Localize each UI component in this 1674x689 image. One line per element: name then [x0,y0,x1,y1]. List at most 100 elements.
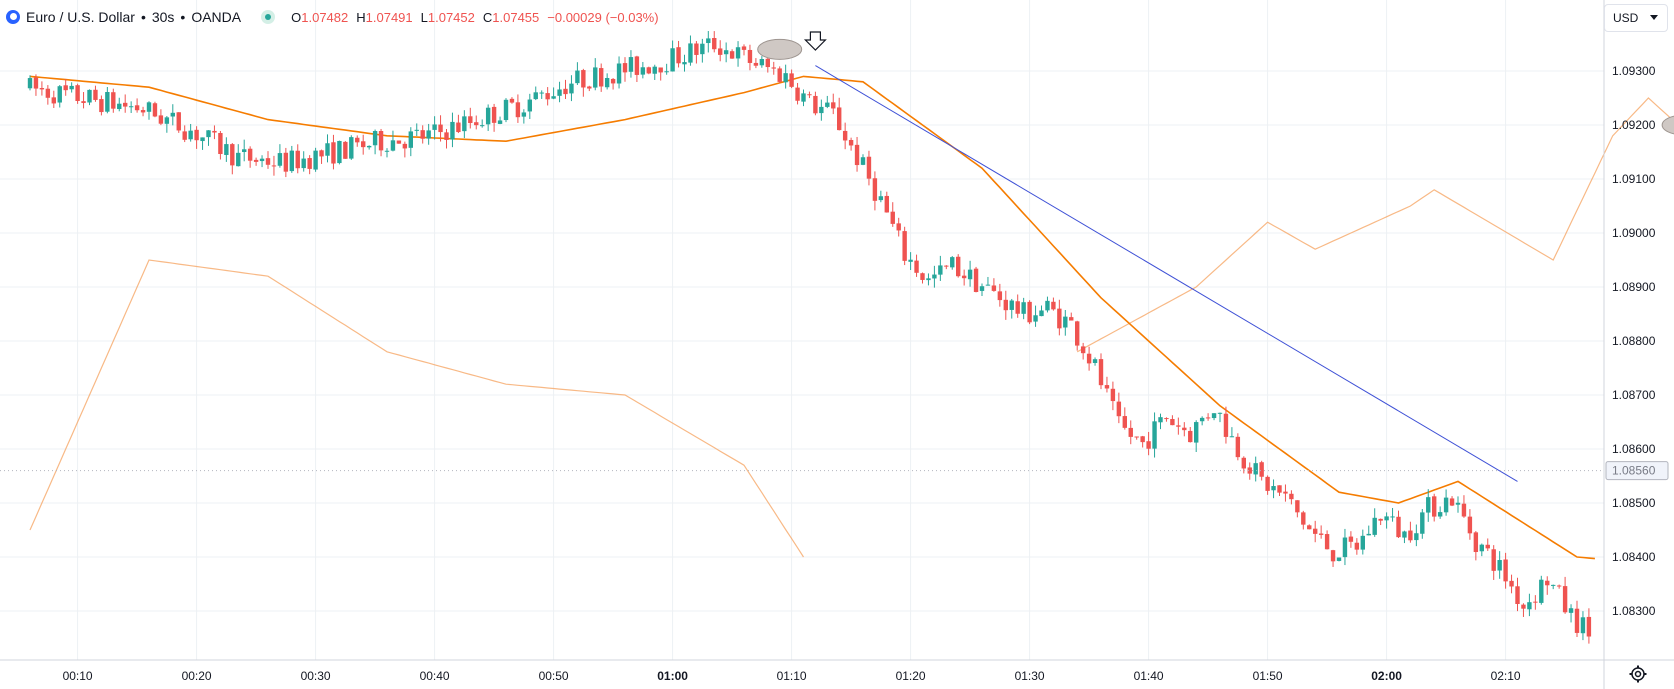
candle-body [1057,308,1062,329]
candle-body [1509,580,1514,587]
candle-body [1021,302,1026,314]
candle-body [390,140,396,151]
candle-body [420,130,425,139]
candle-body [503,99,509,121]
candle-body [1533,601,1538,603]
candle-body [622,63,628,73]
candle-body [1164,418,1169,420]
candle-body [926,278,931,281]
candle-body [1075,321,1080,346]
candle-body [801,93,806,102]
candle-body [521,112,527,117]
candle-body [1307,525,1312,530]
candle-body [200,137,205,142]
candle-body [646,67,651,74]
candle-body [27,78,33,89]
candle-body [1217,412,1223,414]
candle-body [670,48,675,72]
candle-body [1265,476,1270,491]
candle-body [587,86,592,89]
candle-body [396,140,402,144]
candle-body [1277,485,1282,493]
candle-body [69,85,74,90]
close-value: 1.07455 [492,9,540,25]
candle-body [1455,502,1461,505]
symbol-name[interactable]: Euro / U.S. Dollar [26,9,135,25]
candle-body [878,196,884,201]
candle-body [682,62,687,65]
price-tick-label: 1.08900 [1612,280,1656,294]
candle-body [93,89,98,100]
interval-label[interactable]: 30s [151,9,175,25]
overlay-ma-line [29,259,805,558]
eurusd-logo-icon [6,10,20,24]
candle-body [378,131,384,151]
annotations[interactable] [0,31,1674,482]
time-tick-label: 02:10 [1491,669,1521,683]
candle-body [1128,427,1133,437]
candle-body [1390,516,1395,518]
candle-body [1211,413,1217,419]
high-label: H [356,9,366,25]
currency-selector[interactable]: USD [1604,4,1668,32]
candle-body [1229,436,1235,438]
candle-body [831,102,836,109]
time-tick-label: 02:00 [1371,669,1402,683]
candle-body [789,73,794,87]
candle-body [706,38,711,44]
candle-body [497,120,503,124]
candle-body [366,145,372,148]
candle-body [616,63,622,84]
candle-body [253,159,259,162]
candle-body [438,124,443,133]
candle-body [1330,550,1336,562]
candle-body [1027,301,1032,323]
candle-body [1414,533,1419,541]
candle-body [384,150,390,152]
candle-body [961,275,967,279]
candle-body [813,95,818,114]
candle-body [1449,498,1455,506]
moving-average [29,75,1595,560]
candle-body [771,67,776,69]
candle-body [164,117,170,124]
price-tick-label: 1.09300 [1612,64,1656,78]
candle-body [1443,497,1449,513]
candle-body [295,150,300,169]
candle-body [1313,528,1318,534]
candle-body [997,291,1003,301]
candle-body [1354,542,1360,550]
candle-body [777,68,782,82]
candle-body [1432,496,1437,517]
candle-body [539,92,544,94]
market-open-icon [261,10,276,24]
candle-body [1104,385,1110,389]
candle-body [896,223,901,231]
candle-body [1402,531,1407,538]
grid-lines [0,0,1604,660]
candle-body [569,83,574,94]
gear-icon[interactable] [1628,664,1648,684]
candle-body [747,49,753,63]
time-tick-label: 01:30 [1015,669,1045,683]
candle-body [1140,436,1145,443]
candle-body [599,68,604,87]
candle-body [1241,457,1246,469]
candle-body [1134,436,1139,438]
candle-body [1015,301,1020,314]
candle-body [259,158,265,162]
candle-body [1420,512,1425,534]
candle-body [765,58,770,68]
candle-body [33,77,39,89]
candle-body [551,96,556,99]
candle-body [1461,503,1467,517]
candle-body [1491,549,1496,571]
candle-body [1205,417,1211,419]
low-value: 1.07452 [427,9,475,25]
candle-body [301,158,306,169]
time-tick-label: 01:20 [896,669,926,683]
candle-body [372,131,378,146]
trend-line [815,65,1518,482]
candle-body [408,131,413,148]
